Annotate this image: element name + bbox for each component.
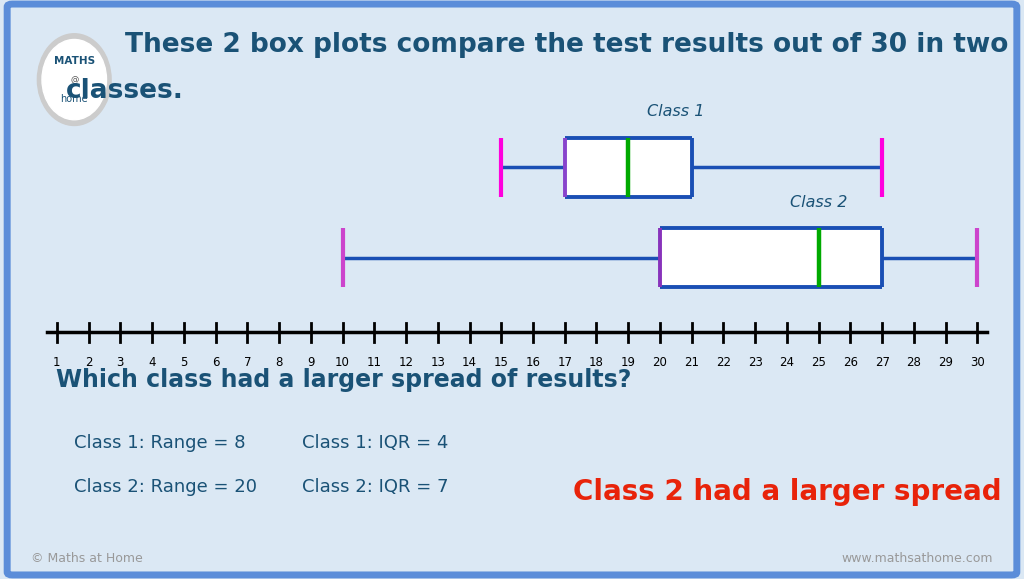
Text: www.mathsathome.com: www.mathsathome.com xyxy=(842,552,993,565)
Text: 19: 19 xyxy=(621,356,636,369)
Text: 25: 25 xyxy=(811,356,826,369)
Text: 29: 29 xyxy=(938,356,953,369)
Text: 15: 15 xyxy=(494,356,509,369)
Text: 16: 16 xyxy=(525,356,541,369)
Text: home: home xyxy=(60,94,88,104)
Text: 30: 30 xyxy=(970,356,985,369)
Text: MATHS: MATHS xyxy=(53,56,95,65)
Text: 17: 17 xyxy=(557,356,572,369)
Text: 2: 2 xyxy=(85,356,92,369)
Text: 1: 1 xyxy=(53,356,60,369)
Circle shape xyxy=(38,34,112,126)
Text: 27: 27 xyxy=(874,356,890,369)
Text: 23: 23 xyxy=(748,356,763,369)
Text: Class 2: IQR = 7: Class 2: IQR = 7 xyxy=(302,478,449,496)
Text: 28: 28 xyxy=(906,356,922,369)
Text: 18: 18 xyxy=(589,356,604,369)
Text: 11: 11 xyxy=(367,356,382,369)
Text: 13: 13 xyxy=(430,356,445,369)
Text: 21: 21 xyxy=(684,356,699,369)
Text: 14: 14 xyxy=(462,356,477,369)
Text: 4: 4 xyxy=(148,356,156,369)
Text: Class 1: Class 1 xyxy=(647,104,705,119)
Text: 6: 6 xyxy=(212,356,219,369)
Text: Class 1: Range = 8: Class 1: Range = 8 xyxy=(74,434,245,452)
Text: These 2 box plots compare the test results out of 30 in two: These 2 box plots compare the test resul… xyxy=(125,32,1009,58)
Text: 12: 12 xyxy=(398,356,414,369)
Text: 10: 10 xyxy=(335,356,350,369)
Text: @: @ xyxy=(70,75,79,84)
Text: classes.: classes. xyxy=(66,78,183,104)
Text: 22: 22 xyxy=(716,356,731,369)
Text: 24: 24 xyxy=(779,356,795,369)
Text: Class 2 had a larger spread: Class 2 had a larger spread xyxy=(573,478,1002,505)
Text: 20: 20 xyxy=(652,356,668,369)
Text: 9: 9 xyxy=(307,356,314,369)
Text: © Maths at Home: © Maths at Home xyxy=(31,552,142,565)
Text: 5: 5 xyxy=(180,356,187,369)
Circle shape xyxy=(42,39,106,120)
Bar xyxy=(565,138,692,196)
Text: 3: 3 xyxy=(117,356,124,369)
Text: Which class had a larger spread of results?: Which class had a larger spread of resul… xyxy=(56,368,632,391)
Text: 7: 7 xyxy=(244,356,251,369)
Text: 26: 26 xyxy=(843,356,858,369)
Text: Class 2: Class 2 xyxy=(790,195,848,210)
Text: Class 1: IQR = 4: Class 1: IQR = 4 xyxy=(302,434,449,452)
Text: Class 2: Range = 20: Class 2: Range = 20 xyxy=(74,478,257,496)
Bar xyxy=(659,229,882,287)
Text: 8: 8 xyxy=(275,356,283,369)
